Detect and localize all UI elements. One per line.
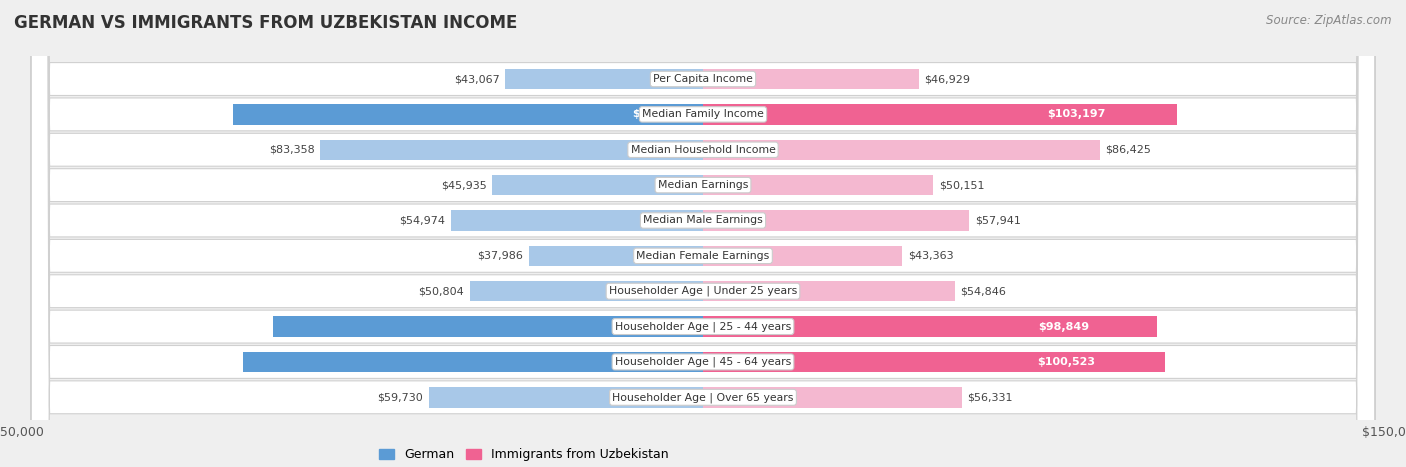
Bar — [703, 352, 1164, 372]
Text: $103,197: $103,197 — [1047, 109, 1107, 120]
Bar — [703, 387, 962, 408]
FancyBboxPatch shape — [31, 0, 1375, 467]
Text: Householder Age | Over 65 years: Householder Age | Over 65 years — [612, 392, 794, 403]
Text: $50,804: $50,804 — [419, 286, 464, 296]
Text: Householder Age | 25 - 44 years: Householder Age | 25 - 44 years — [614, 321, 792, 332]
Text: Source: ZipAtlas.com: Source: ZipAtlas.com — [1267, 14, 1392, 27]
Text: Median Family Income: Median Family Income — [643, 109, 763, 120]
Text: $54,974: $54,974 — [399, 215, 444, 226]
Text: GERMAN VS IMMIGRANTS FROM UZBEKISTAN INCOME: GERMAN VS IMMIGRANTS FROM UZBEKISTAN INC… — [14, 14, 517, 32]
Text: Householder Age | Under 25 years: Householder Age | Under 25 years — [609, 286, 797, 297]
Text: $57,941: $57,941 — [974, 215, 1021, 226]
Bar — [321, 140, 703, 160]
Text: $54,846: $54,846 — [960, 286, 1007, 296]
FancyBboxPatch shape — [31, 0, 1375, 467]
Bar — [703, 316, 1157, 337]
Text: Median Male Earnings: Median Male Earnings — [643, 215, 763, 226]
Bar — [429, 387, 703, 408]
Bar — [703, 69, 918, 89]
Text: $98,849: $98,849 — [1038, 322, 1088, 332]
FancyBboxPatch shape — [31, 0, 1375, 467]
Bar — [470, 281, 703, 302]
Bar — [703, 175, 934, 195]
Text: Median Female Earnings: Median Female Earnings — [637, 251, 769, 261]
Bar — [703, 246, 903, 266]
Bar — [703, 140, 1099, 160]
FancyBboxPatch shape — [31, 0, 1375, 467]
Bar — [703, 210, 969, 231]
Bar — [273, 316, 703, 337]
FancyBboxPatch shape — [31, 0, 1375, 467]
Text: $86,425: $86,425 — [1105, 145, 1152, 155]
Text: Per Capita Income: Per Capita Income — [652, 74, 754, 84]
FancyBboxPatch shape — [31, 0, 1375, 467]
Text: Median Household Income: Median Household Income — [630, 145, 776, 155]
Bar — [450, 210, 703, 231]
Text: $43,067: $43,067 — [454, 74, 499, 84]
Bar — [703, 104, 1177, 125]
Text: $59,730: $59,730 — [377, 392, 423, 402]
Bar — [703, 281, 955, 302]
FancyBboxPatch shape — [31, 0, 1375, 467]
FancyBboxPatch shape — [31, 0, 1375, 467]
Text: $100,224: $100,224 — [634, 357, 692, 367]
Text: $46,929: $46,929 — [924, 74, 970, 84]
Text: $100,523: $100,523 — [1038, 357, 1095, 367]
Text: $43,363: $43,363 — [908, 251, 953, 261]
Bar — [529, 246, 703, 266]
Bar — [492, 175, 703, 195]
Text: $50,151: $50,151 — [939, 180, 984, 190]
Text: $102,254: $102,254 — [633, 109, 690, 120]
FancyBboxPatch shape — [31, 0, 1375, 467]
Text: $93,531: $93,531 — [638, 322, 689, 332]
Text: Median Earnings: Median Earnings — [658, 180, 748, 190]
Text: $45,935: $45,935 — [440, 180, 486, 190]
Text: $37,986: $37,986 — [477, 251, 523, 261]
Bar — [243, 352, 703, 372]
Bar — [233, 104, 703, 125]
Bar — [505, 69, 703, 89]
Text: $56,331: $56,331 — [967, 392, 1012, 402]
Text: $83,358: $83,358 — [269, 145, 315, 155]
Text: Householder Age | 45 - 64 years: Householder Age | 45 - 64 years — [614, 357, 792, 367]
FancyBboxPatch shape — [31, 0, 1375, 467]
Legend: German, Immigrants from Uzbekistan: German, Immigrants from Uzbekistan — [378, 448, 669, 461]
